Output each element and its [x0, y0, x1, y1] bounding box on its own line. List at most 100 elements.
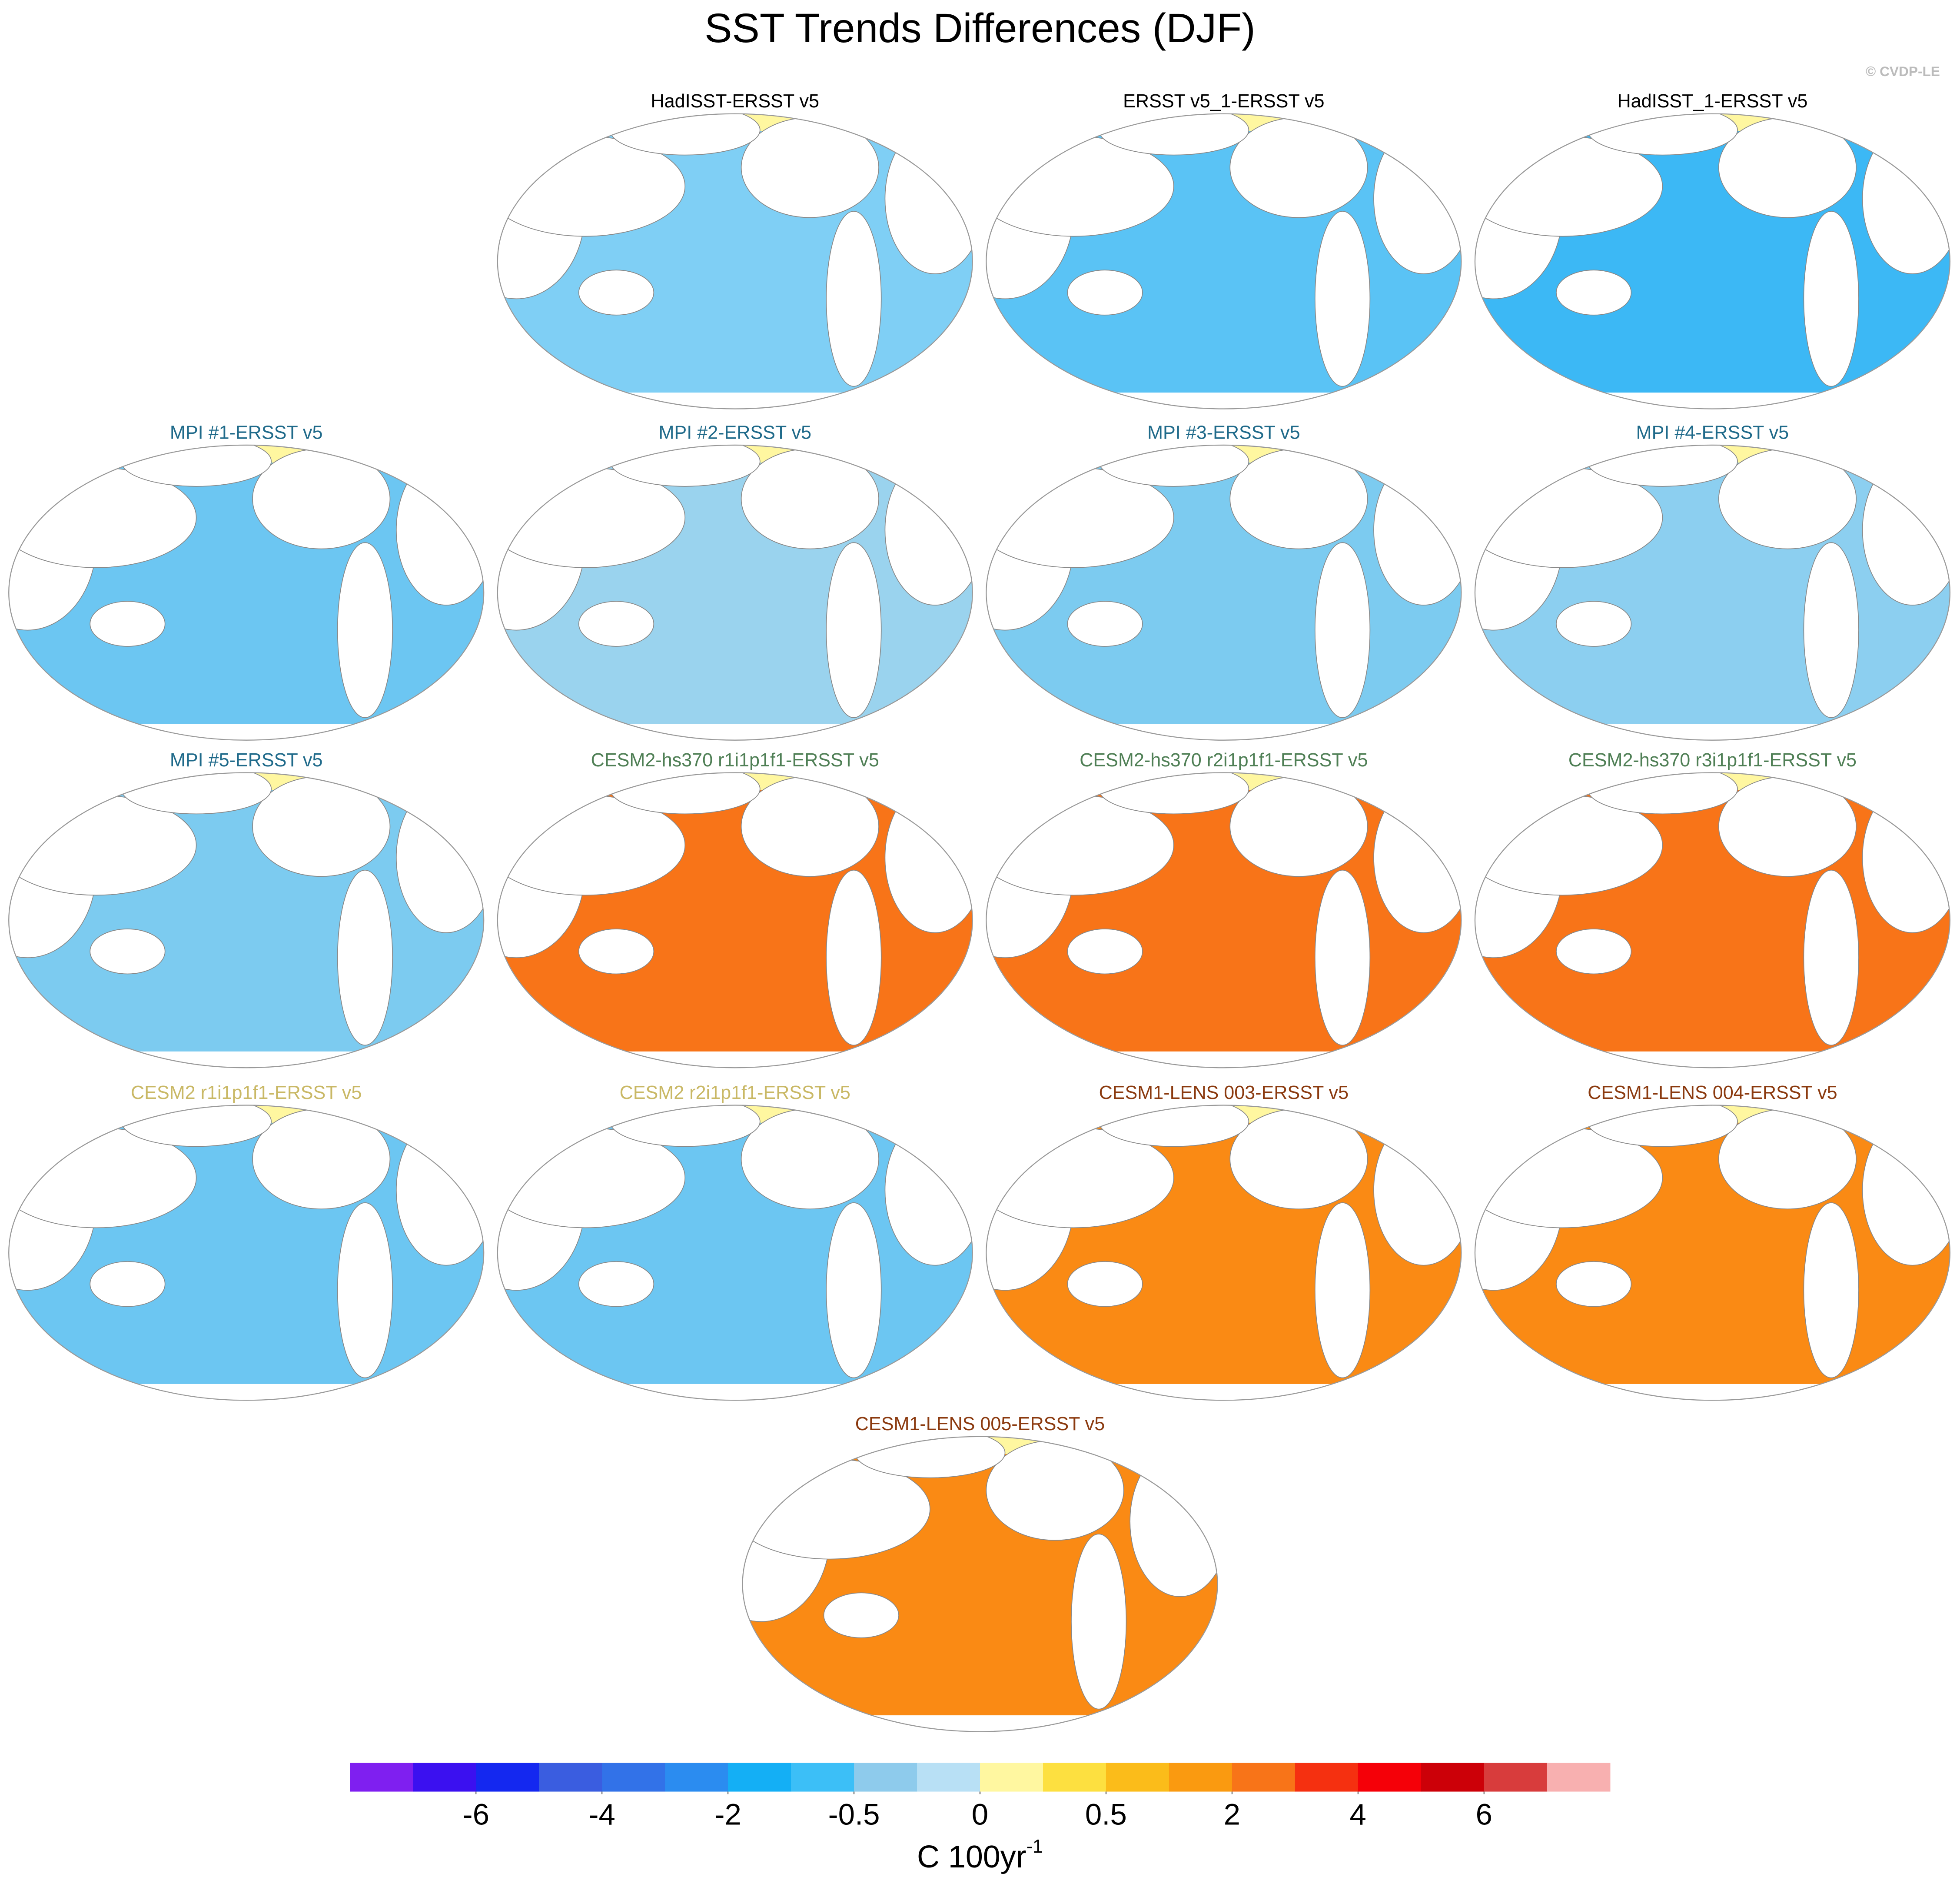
map-panel: CESM1-LENS 005-ERSST v5: [742, 1414, 1218, 1732]
credit: © CVDP-LE: [1866, 63, 1940, 79]
map-body: [497, 113, 973, 409]
land: [1067, 601, 1143, 647]
colorbar-box: [1421, 1763, 1485, 1792]
land: [121, 1105, 272, 1147]
colorbar-box: [413, 1763, 477, 1792]
map-body: [497, 445, 973, 740]
land: [121, 772, 272, 815]
map-panel: CESM2-hs370 r2i1p1f1-ERSST v5: [986, 750, 1462, 1068]
map-body: [986, 772, 1462, 1068]
colorbar-unit: C 100yr: [917, 1840, 1027, 1874]
colorbar-box: [980, 1763, 1043, 1792]
land: [1373, 123, 1462, 274]
panel-title: CESM1-LENS 004-ERSST v5: [1588, 1082, 1837, 1103]
land: [1803, 542, 1859, 718]
map-body: [9, 772, 484, 1068]
map-panel: CESM2 r2i1p1f1-ERSST v5: [497, 1082, 973, 1401]
antarctica: [1475, 1384, 1950, 1401]
land: [1373, 1115, 1462, 1266]
land: [1229, 776, 1368, 877]
map-panel: CESM1-LENS 003-ERSST v5: [986, 1082, 1462, 1401]
map-outline: [986, 772, 1462, 1068]
land: [1067, 929, 1143, 975]
land: [1129, 1446, 1218, 1597]
land: [1803, 211, 1859, 387]
land: [1803, 869, 1859, 1046]
land: [578, 1261, 654, 1307]
land: [741, 776, 879, 877]
colorbar-box: [917, 1763, 980, 1792]
antarctica: [497, 1384, 973, 1401]
map-outline: [1474, 444, 1951, 741]
map-outline: [1474, 1105, 1951, 1401]
panel-title: CESM2 r1i1p1f1-ERSST v5: [131, 1082, 362, 1103]
land: [1098, 772, 1249, 815]
map-body: [1475, 1105, 1950, 1401]
land: [1373, 782, 1462, 933]
colorbar-box: [791, 1763, 854, 1792]
land: [252, 1108, 391, 1210]
colorbar-tick-label: 2: [1224, 1797, 1240, 1831]
land: [1587, 445, 1738, 487]
land: [337, 869, 393, 1046]
antarctica: [1475, 393, 1950, 409]
antarctica: [9, 1384, 484, 1401]
land: [884, 123, 973, 274]
land: [826, 869, 882, 1046]
land: [854, 1436, 1006, 1478]
land: [1071, 1534, 1127, 1710]
land: [1862, 1115, 1950, 1266]
panel-title: MPI #5-ERSST v5: [170, 750, 323, 771]
land: [741, 448, 879, 549]
map-panel: HadISST_1-ERSST v5: [1474, 91, 1951, 409]
land: [1229, 448, 1368, 549]
colorbar-box: [1106, 1763, 1169, 1792]
land: [1556, 929, 1632, 975]
land: [1718, 776, 1857, 877]
colorbar-tick-label: 0: [972, 1797, 988, 1831]
panel-title: CESM1-LENS 003-ERSST v5: [1099, 1082, 1349, 1103]
colorbar-box: [1232, 1763, 1296, 1792]
map-panel: CESM2 r1i1p1f1-ERSST v5: [8, 1082, 485, 1401]
land: [1556, 1261, 1632, 1307]
land: [884, 782, 973, 933]
land: [1314, 869, 1371, 1046]
map-body: [742, 1436, 1218, 1732]
land: [1862, 123, 1950, 274]
land: [252, 448, 391, 549]
land: [395, 1115, 484, 1266]
land: [1314, 211, 1371, 387]
land: [578, 601, 654, 647]
colorbar-box: [665, 1763, 729, 1792]
land: [823, 1592, 899, 1638]
land: [1587, 772, 1738, 815]
map-panel: CESM1-LENS 004-ERSST v5: [1474, 1082, 1951, 1401]
antarctica: [497, 724, 973, 740]
map-outline: [8, 444, 485, 741]
land: [1587, 113, 1738, 156]
colorbar-tick-label: -2: [714, 1797, 741, 1831]
panel-title: CESM1-LENS 005-ERSST v5: [855, 1414, 1105, 1434]
panel-title: MPI #4-ERSST v5: [1636, 422, 1789, 443]
land: [1862, 455, 1950, 606]
colorbar-box: [728, 1763, 791, 1792]
map-outline: [497, 1105, 973, 1401]
colorbar-box: [1358, 1763, 1422, 1792]
land: [395, 455, 484, 606]
map-panel: CESM2-hs370 r1i1p1f1-ERSST v5: [497, 750, 973, 1068]
map-outline: [986, 1105, 1462, 1401]
map-panel: CESM2-hs370 r3i1p1f1-ERSST v5: [1474, 750, 1951, 1068]
colorbar-tick-label: 0.5: [1085, 1797, 1127, 1831]
map-outline: [1474, 113, 1951, 409]
map-body: [1475, 772, 1950, 1068]
land: [884, 1115, 973, 1266]
panel-title: HadISST_1-ERSST v5: [1618, 91, 1808, 112]
antarctica: [1475, 724, 1950, 740]
map-body: [1475, 445, 1950, 740]
land: [395, 782, 484, 933]
land: [609, 772, 761, 815]
land: [1067, 1261, 1143, 1307]
land: [741, 1108, 879, 1210]
panel-title: MPI #1-ERSST v5: [170, 422, 323, 443]
